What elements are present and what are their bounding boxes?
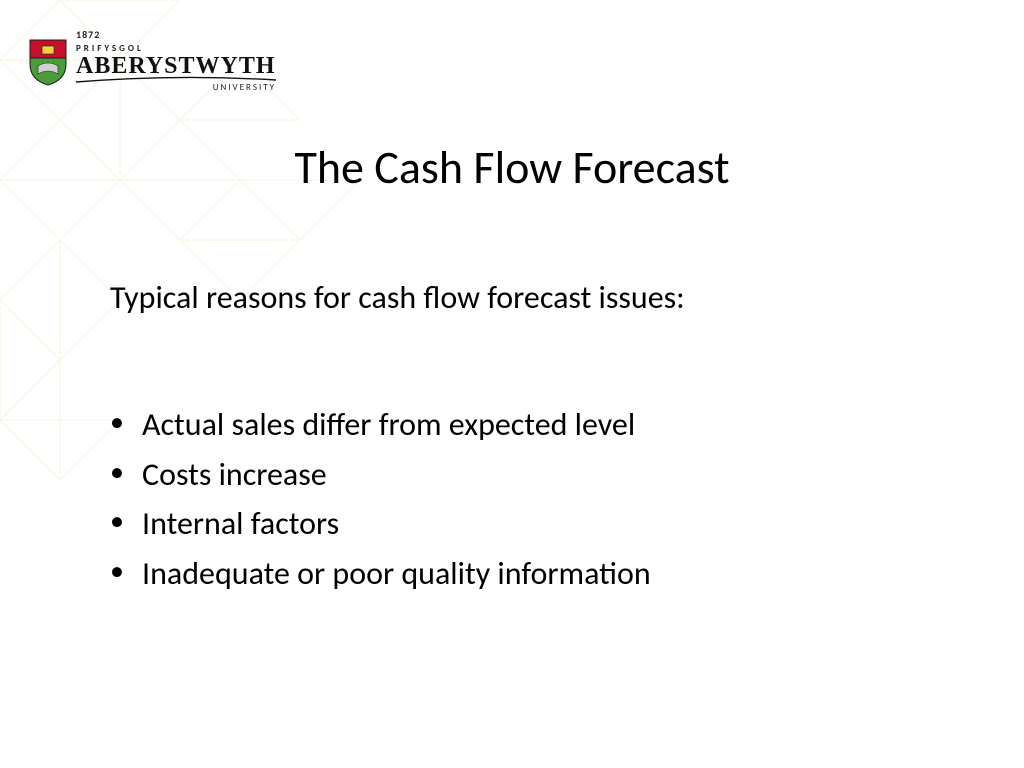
- list-item: Inadequate or poor quality information: [110, 549, 944, 599]
- logo-name: ABERYSTWYTH: [76, 54, 276, 78]
- list-item: Actual sales differ from expected level: [110, 400, 944, 450]
- list-item: Internal factors: [110, 499, 944, 549]
- university-logo: 1872 PRIFYSGOL ABERYSTWYTH UNIVERSITY: [28, 28, 276, 93]
- slide-subtitle: Typical reasons for cash flow forecast i…: [110, 278, 685, 317]
- logo-year: 1872: [76, 28, 276, 41]
- logo-english-label: UNIVERSITY: [76, 82, 276, 93]
- list-item: Costs increase: [110, 450, 944, 500]
- crest-icon: [28, 36, 68, 86]
- slide-title: The Cash Flow Forecast: [0, 140, 1024, 196]
- bullet-list: Actual sales differ from expected level …: [110, 400, 944, 598]
